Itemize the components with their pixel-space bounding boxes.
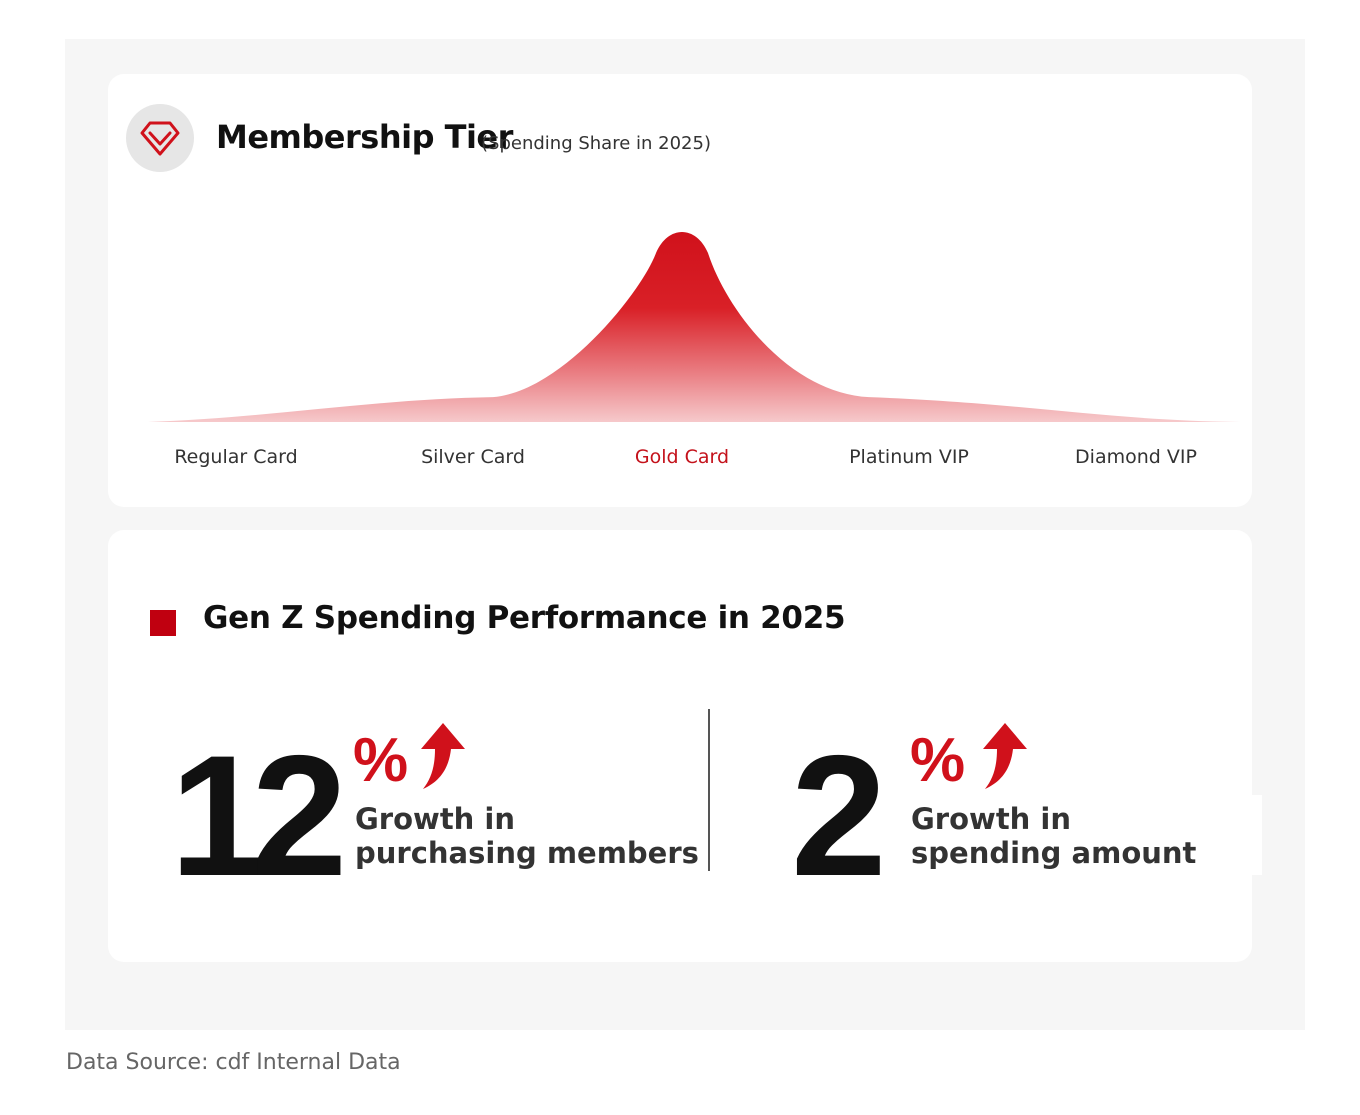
section-title: Gen Z Spending Performance in 2025 — [203, 600, 846, 636]
edge-fragment — [1252, 795, 1262, 875]
tier-label-gold-card: Gold Card — [635, 446, 729, 468]
stat-unit-members: % — [353, 726, 409, 795]
up-arrow-icon — [983, 723, 1027, 789]
stat-value-spending: 2 — [791, 720, 887, 912]
infographic-panel: Membership Tier (Spending Share in 2025)… — [65, 39, 1305, 1030]
up-arrow-icon — [421, 723, 465, 789]
stat-label-spending-line2: spending amount — [911, 836, 1197, 870]
stat-unit-spending: % — [910, 726, 966, 795]
data-source-note: Data Source: cdf Internal Data — [66, 1050, 401, 1075]
stat-value-members: 12 — [170, 720, 347, 912]
stat-label-members-line1: Growth in — [355, 802, 516, 836]
membership-tier-card: Membership Tier (Spending Share in 2025)… — [108, 74, 1252, 507]
tier-label-diamond-vip: Diamond VIP — [1075, 446, 1197, 468]
membership-tier-chart: Regular Card Silver Card Gold Card Platinum… — [148, 232, 1240, 468]
chart-subtitle: (Spending Share in 2025) — [481, 133, 711, 154]
stat-label-spending-line1: Growth in — [911, 802, 1072, 836]
diamond-gem-icon — [126, 104, 194, 172]
tier-label-silver-card: Silver Card — [421, 446, 525, 468]
stat-divider — [708, 709, 710, 871]
section-marker — [150, 610, 176, 636]
tier-distribution-area — [148, 232, 1240, 422]
tier-label-platinum-vip: Platinum VIP — [849, 446, 969, 468]
tier-label-regular-card: Regular Card — [174, 446, 297, 468]
stat-label-members-line2: purchasing members — [355, 836, 699, 870]
chart-title: Membership Tier — [216, 118, 513, 156]
genz-performance-card: Gen Z Spending Performance in 2025 12 % … — [108, 530, 1252, 962]
